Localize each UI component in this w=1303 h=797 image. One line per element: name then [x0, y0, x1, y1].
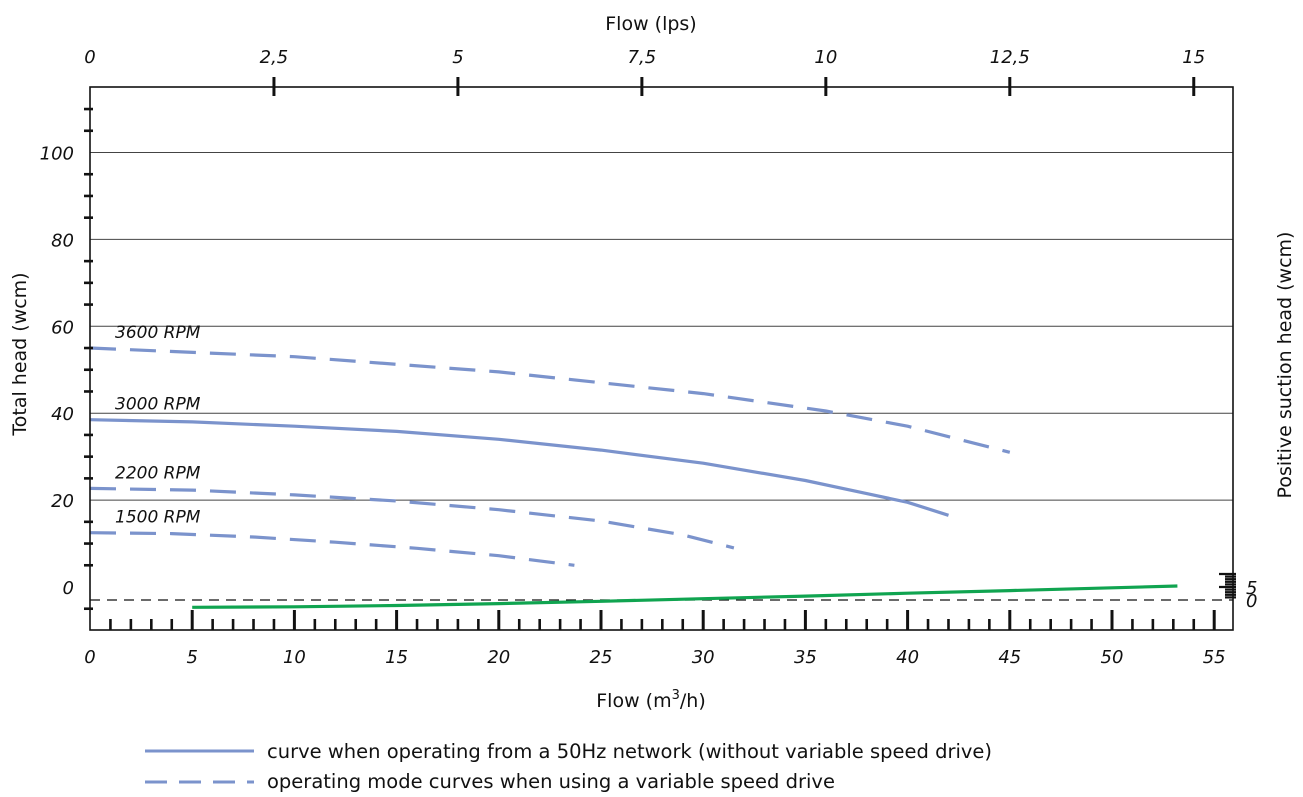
series-line-3600-rpm [89, 346, 1011, 454]
bottom-tick-label-45: 45 [998, 647, 1021, 668]
series-line-2200-rpm [89, 486, 735, 550]
left-tick-label-60: 60 [51, 317, 74, 338]
series-line-3000-rpm [89, 418, 949, 517]
bottom-axis-title: Flow (m3/h) [596, 688, 705, 712]
left-tick-label-80: 80 [51, 230, 74, 251]
top-axis-title: Flow (lps) [605, 13, 696, 35]
top-tick-label-7.5: 7,5 [628, 47, 657, 68]
series-line-suction-head [192, 584, 1178, 609]
left-tick-label-100: 100 [40, 144, 74, 165]
series-labels: 3600 RPM 3000 RPM 2200 RPM 1500 RPM [115, 323, 201, 528]
tick-labels: 0 5 10 15 20 25 30 35 40 45 50 550 2,5 5 7,5 10 12,5 1502… [40, 47, 1258, 668]
top-tick-label-15: 15 [1182, 47, 1205, 68]
bottom-tick-label-10: 10 [283, 647, 306, 668]
plot-frame [89, 86, 1234, 631]
right-axis-title: Positive suction head (wcm) [1274, 232, 1296, 499]
bottom-tick-label-0: 0 [84, 647, 95, 668]
bottom-tick-label-5: 5 [186, 647, 197, 668]
bottom-tick-label-20: 20 [487, 647, 510, 668]
legend-text-solid: curve when operating from a 50Hz network… [267, 740, 992, 763]
left-tick-label-40: 40 [51, 404, 74, 425]
bottom-tick-label-35: 35 [794, 647, 817, 668]
axis-ticks [84, 77, 1236, 630]
top-tick-label-12.5: 12,5 [990, 47, 1030, 68]
bottom-tick-label-55: 55 [1203, 647, 1226, 668]
series-label-2200-rpm: 2200 RPM [115, 463, 201, 483]
top-tick-label-2.5: 2,5 [260, 47, 289, 68]
left-tick-label-20: 20 [51, 491, 74, 512]
bottom-tick-label-40: 40 [896, 647, 919, 668]
right-tick-label-0: 0 [1246, 591, 1257, 612]
series-line-1500-rpm [89, 531, 575, 567]
series-label-1500-rpm: 1500 RPM [115, 508, 201, 528]
legend: curve when operating from a 50Hz network… [145, 740, 992, 793]
top-tick-label-5: 5 [452, 47, 463, 68]
bottom-tick-label-25: 25 [590, 647, 613, 668]
gridlines [90, 152, 1233, 501]
series-lines [89, 346, 1178, 609]
bottom-tick-label-50: 50 [1101, 647, 1124, 668]
bottom-axis-title-sup: 3 [672, 688, 680, 703]
series-label-3000-rpm: 3000 RPM [115, 395, 201, 415]
top-tick-label-10: 10 [814, 47, 837, 68]
bottom-tick-label-30: 30 [692, 647, 715, 668]
right-tick-label-5: 5 [1246, 578, 1257, 599]
top-tick-label-0: 0 [84, 47, 95, 68]
left-tick-label-0: 0 [63, 578, 74, 599]
bottom-axis-title-main: Flow (m [596, 690, 671, 712]
series-label-3600-rpm: 3600 RPM [115, 323, 201, 343]
bottom-axis-title-tail: /h) [680, 690, 706, 712]
legend-text-dashed: operating mode curves when using a varia… [267, 770, 835, 793]
bottom-tick-label-15: 15 [385, 647, 408, 668]
left-axis-title: Total head (wcm) [9, 272, 31, 436]
